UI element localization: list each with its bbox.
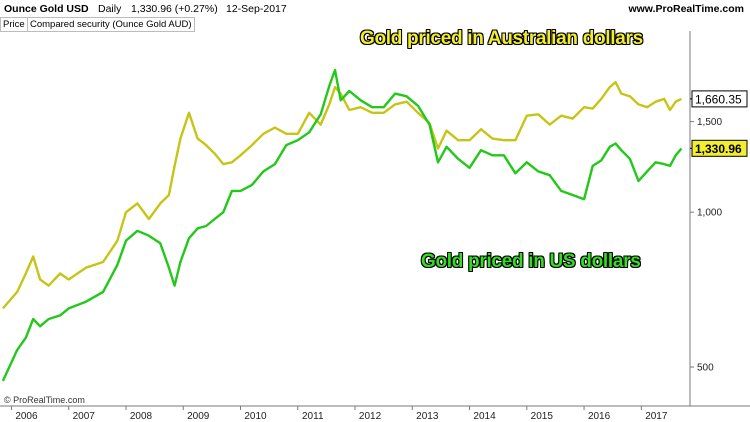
x-tick-label: 2012: [359, 411, 382, 422]
series-layer: [1, 68, 683, 382]
header-date: 12-Sep-2017: [226, 3, 287, 15]
y-tick-label: 1,000: [697, 208, 722, 219]
instrument-name[interactable]: Ounce Gold USD: [4, 3, 89, 15]
y-tick-label: 500: [697, 363, 714, 374]
x-tick-label: 2006: [15, 411, 38, 422]
copyright-notice: © ProRealTime.com: [4, 395, 85, 405]
series-line-aud: [1, 80, 682, 310]
last-value-box-usd: [691, 139, 748, 157]
chart-header: Ounce Gold USD Daily 1,330.96 (+0.27%) 1…: [0, 0, 750, 17]
axis-layer: 500 1,000 1,500 2006 2007 2008 2009 2010 2011 201…: [0, 31, 750, 422]
x-tick-label: 2014: [473, 411, 496, 422]
usd-annotation: Gold priced in US dollars: [421, 251, 641, 272]
x-tick-label: 2013: [416, 411, 439, 422]
series-line-usd: [1, 68, 683, 382]
last-value-box-aud: [691, 90, 748, 108]
x-tick-label: 2008: [130, 411, 153, 422]
compared-security-tab[interactable]: Compared security (Ounce Gold AUD): [27, 17, 195, 32]
site-url[interactable]: www.ProRealTime.com: [628, 3, 744, 15]
x-tick-label: 2017: [645, 411, 668, 422]
y-tick-label: 1,500: [697, 117, 722, 128]
x-tick-label: 2011: [302, 411, 324, 422]
last-value-label-usd: 1,330.96: [695, 142, 742, 156]
x-tick-label: 2015: [531, 411, 554, 422]
x-tick-label: 2010: [244, 411, 267, 422]
aud-annotation: Gold priced in Australian dollars: [360, 28, 643, 49]
last-value-label-aud: 1,660.35: [695, 92, 742, 106]
last-price-change: 1,330.96 (+0.27%): [131, 3, 218, 15]
x-tick-label: 2016: [588, 411, 611, 422]
x-tick-label: 2009: [187, 411, 210, 422]
price-tab[interactable]: Price: [0, 17, 28, 32]
x-tick-label: 2007: [73, 411, 96, 422]
period-label[interactable]: Daily: [98, 3, 122, 15]
